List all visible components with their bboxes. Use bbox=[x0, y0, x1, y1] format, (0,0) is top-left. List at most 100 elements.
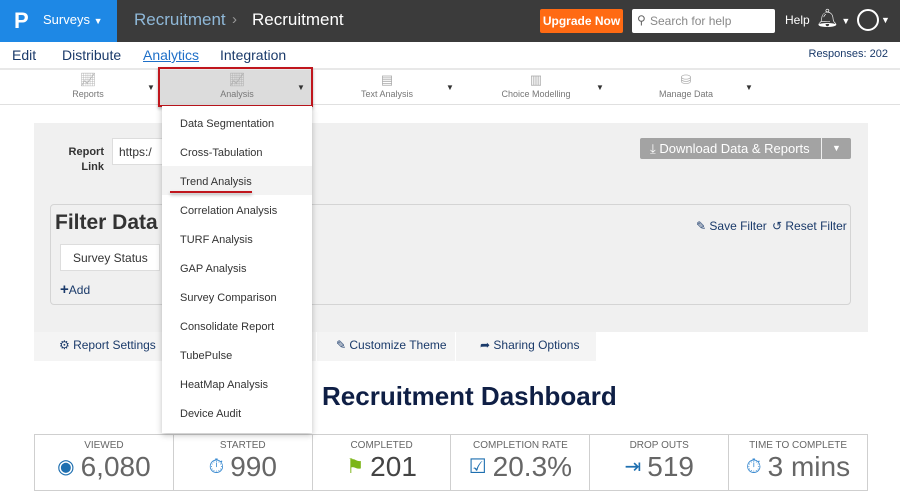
toolbar-reports[interactable]: 📈︎ Reports bbox=[58, 70, 118, 104]
stat-label: TIME TO COMPLETE bbox=[749, 440, 848, 451]
help-link[interactable]: Help bbox=[785, 13, 810, 27]
toolbar-label: Reports bbox=[72, 89, 104, 99]
toolbar-choice-modelling[interactable]: ▥ Choice Modelling bbox=[491, 70, 581, 104]
brand-block[interactable]: P Surveys ▼ bbox=[0, 0, 117, 42]
logo: P bbox=[14, 8, 29, 33]
checkbox-icon: ☑ bbox=[468, 456, 487, 478]
menu-item-cross-tabulation[interactable]: Cross-Tabulation bbox=[180, 147, 263, 159]
stopwatch-icon: ⏱︎ bbox=[746, 456, 762, 478]
breadcrumb-parent[interactable]: Recruitment bbox=[134, 10, 226, 29]
tab-report-settings[interactable]: ⚙ Report Settings bbox=[59, 338, 156, 352]
stat-value: 201 bbox=[370, 451, 417, 482]
toolbar-analysis[interactable]: 📈︎ Analysis bbox=[207, 70, 267, 104]
toolbar-label: Manage Data bbox=[658, 89, 714, 99]
save-filter-label: Save Filter bbox=[709, 219, 767, 233]
stat-label: COMPLETION RATE bbox=[472, 440, 568, 451]
stat-time-to-complete: TIME TO COMPLETE ⏱︎ 3 mins bbox=[729, 435, 867, 490]
eye-icon: ◉ bbox=[57, 456, 75, 478]
download-icon: ⤓ bbox=[650, 141, 660, 156]
menu-item-consolidate-report[interactable]: Consolidate Report bbox=[180, 321, 275, 333]
stat-label: DROP OUTS bbox=[629, 440, 689, 451]
surveys-menu[interactable]: Surveys ▼ bbox=[43, 12, 103, 27]
reset-filter-link[interactable]: ↺ Reset Filter bbox=[772, 219, 847, 233]
search-input[interactable]: ⚲ Search for help bbox=[632, 9, 775, 33]
toolbar-manage-data[interactable]: ⛁ Manage Data bbox=[646, 70, 726, 104]
menu-item-turf-analysis[interactable]: TURF Analysis bbox=[180, 234, 253, 246]
toolbar-label: Text Analysis bbox=[360, 89, 414, 99]
line-chart-icon: 📈︎ bbox=[79, 72, 97, 87]
secondary-nav: Edit Distribute Analytics Integration Re… bbox=[0, 42, 900, 68]
add-label: Add bbox=[68, 283, 91, 297]
tab-sharing-options[interactable]: ➦ Sharing Options bbox=[480, 338, 579, 352]
menu-item-data-segmentation[interactable]: Data Segmentation bbox=[180, 118, 275, 130]
breadcrumb-current: Recruitment bbox=[252, 10, 344, 29]
menu-item-heatmap-analysis[interactable]: HeatMap Analysis bbox=[180, 379, 269, 391]
tab-divider bbox=[316, 332, 317, 361]
menu-item-correlation-analysis[interactable]: Correlation Analysis bbox=[180, 205, 278, 217]
menu-item-device-audit[interactable]: Device Audit bbox=[180, 408, 242, 420]
tab-customize-theme[interactable]: ✎ Customize Theme bbox=[336, 338, 447, 352]
nav-edit[interactable]: Edit bbox=[12, 47, 37, 63]
download-label: Download Data & Reports bbox=[659, 141, 810, 156]
nav-analytics[interactable]: Analytics bbox=[143, 47, 200, 63]
undo-icon: ↺ bbox=[772, 219, 786, 233]
bell-icon[interactable]: 🔔︎ ▼ bbox=[816, 8, 851, 28]
page-title: Recruitment Dashboard bbox=[322, 381, 617, 411]
analysis-dropdown-menu: Data Segmentation Cross-Tabulation Trend… bbox=[162, 106, 312, 433]
chevron-down-icon[interactable]: ▼ bbox=[596, 83, 604, 92]
edit-icon: ✎ bbox=[696, 219, 710, 233]
stats-bar: VIEWED ◉ 6,080 STARTED ⏱︎ 990 COMPLETED ⚑ 201 … bbox=[34, 434, 868, 491]
stat-value: 20.3% bbox=[492, 451, 573, 482]
survey-status-select[interactable]: Survey Status bbox=[60, 244, 160, 271]
avatar[interactable] bbox=[857, 9, 879, 31]
database-icon: ⛁ bbox=[680, 72, 692, 87]
chevron-down-icon[interactable]: ▼ bbox=[881, 15, 890, 25]
edit-icon: ✎ bbox=[336, 338, 350, 352]
upgrade-button[interactable]: Upgrade Now bbox=[540, 9, 623, 33]
menu-item-gap-analysis[interactable]: GAP Analysis bbox=[180, 263, 247, 275]
chevron-down-icon[interactable]: ▼ bbox=[297, 83, 305, 92]
chevron-down-icon[interactable]: ▼ bbox=[745, 83, 753, 92]
stat-completion-rate: COMPLETION RATE ☑ 20.3% bbox=[451, 435, 591, 490]
menu-item-tubepulse[interactable]: TubePulse bbox=[180, 350, 233, 362]
plus-icon: + bbox=[60, 281, 69, 298]
add-filter-button[interactable]: +Add bbox=[60, 281, 90, 298]
stat-label: VIEWED bbox=[84, 440, 124, 451]
menu-item-trend-analysis[interactable]: Trend Analysis bbox=[162, 166, 312, 195]
toolbar-text-analysis[interactable]: ▤ Text Analysis bbox=[347, 70, 427, 104]
chevron-down-icon[interactable]: ▼ bbox=[446, 83, 454, 92]
stat-value: 990 bbox=[230, 451, 277, 482]
menu-item-survey-comparison[interactable]: Survey Comparison bbox=[180, 292, 277, 304]
stat-value: 519 bbox=[647, 451, 694, 482]
stat-viewed: VIEWED ◉ 6,080 bbox=[35, 435, 174, 490]
stopwatch-icon: ⏱︎ bbox=[208, 456, 225, 478]
chevron-down-icon: ▼ bbox=[93, 16, 103, 26]
share-icon: ➦ bbox=[480, 338, 494, 352]
tab-label: Customize Theme bbox=[349, 338, 447, 352]
stat-completed: COMPLETED ⚑ 201 bbox=[313, 435, 452, 490]
tab-label: Report Settings bbox=[73, 338, 156, 352]
trend-analysis-underline bbox=[170, 191, 252, 193]
toolbar-label: Analysis bbox=[220, 89, 254, 99]
nav-integration[interactable]: Integration bbox=[220, 47, 287, 63]
nav-distribute[interactable]: Distribute bbox=[62, 47, 122, 63]
report-tabs bbox=[34, 332, 596, 361]
stat-label: STARTED bbox=[219, 440, 266, 451]
flag-icon: ⚑ bbox=[346, 456, 365, 478]
surveys-label: Surveys bbox=[43, 12, 90, 27]
download-button[interactable]: ⤓ Download Data & Reports bbox=[640, 138, 821, 159]
search-placeholder: Search for help bbox=[650, 14, 732, 28]
analysis-chart-icon: 📈︎ bbox=[228, 72, 246, 87]
stat-value: 6,080 bbox=[80, 451, 151, 482]
stat-drop-outs: DROP OUTS ⇥ 519 bbox=[590, 435, 730, 490]
exit-icon: ⇥ bbox=[624, 456, 642, 478]
save-filter-link[interactable]: ✎ Save Filter bbox=[696, 219, 767, 233]
stat-value: 3 mins bbox=[767, 451, 851, 482]
download-dropdown-button[interactable]: ▼ bbox=[822, 138, 851, 159]
filter-box bbox=[50, 204, 851, 305]
chevron-down-icon[interactable]: ▼ bbox=[147, 83, 155, 92]
toolbar-label: Choice Modelling bbox=[501, 89, 571, 99]
search-icon: ⚲ bbox=[637, 13, 646, 27]
analysis-active-bg bbox=[160, 70, 312, 104]
report-link-label: Report Link bbox=[68, 146, 104, 173]
